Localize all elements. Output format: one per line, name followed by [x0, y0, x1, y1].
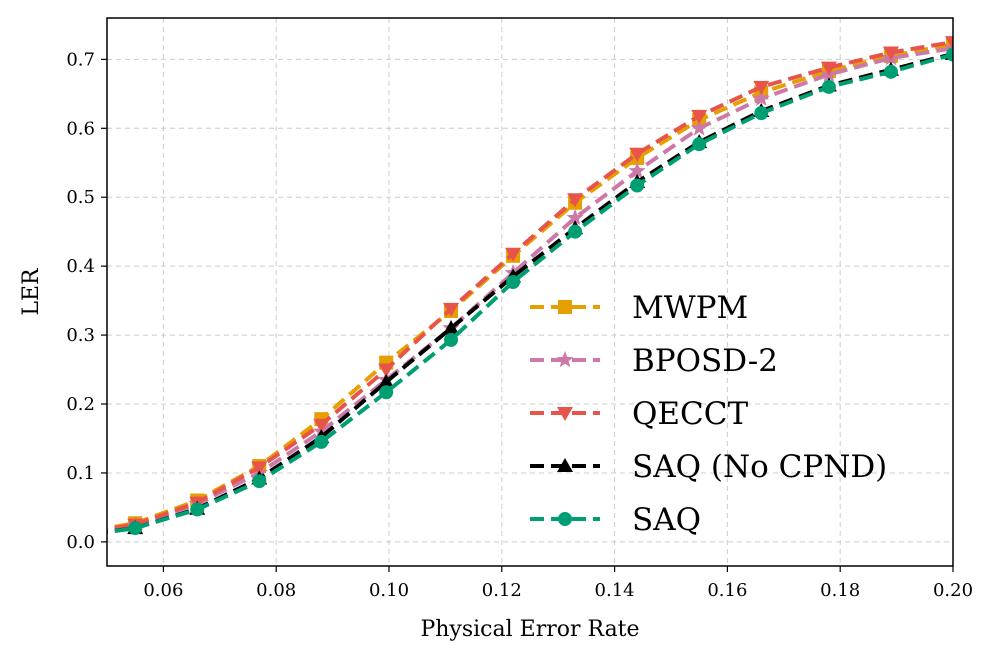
data-point	[190, 502, 205, 517]
y-axis: 0.0 0.1 0.2 0.3 0.4 0.5 0.6 0.7	[66, 49, 107, 553]
data-point	[753, 80, 770, 95]
legend-marker	[556, 351, 574, 368]
data-point	[378, 373, 395, 388]
data-point	[314, 434, 329, 449]
data-point	[754, 106, 769, 121]
data-point	[946, 37, 953, 52]
legend-label: SAQ (No CPND)	[632, 449, 887, 485]
y-tick-label: 0.4	[66, 256, 95, 277]
data-point	[443, 302, 460, 317]
data-point	[691, 109, 708, 124]
y-axis-label: LER	[19, 267, 44, 316]
data-point	[379, 385, 394, 400]
legend: MWPM BPOSD-2 QECCT SAQ (No CPND) SAQ	[530, 290, 887, 538]
legend-label: BPOSD-2	[632, 343, 778, 379]
x-tick-label: 0.06	[143, 580, 183, 601]
legend-label: SAQ	[632, 502, 701, 538]
x-tick-label: 0.08	[256, 580, 296, 601]
legend-marker	[557, 407, 573, 421]
y-tick-label: 0.0	[66, 532, 95, 553]
data-point	[692, 137, 707, 152]
y-tick-label: 0.1	[66, 463, 95, 484]
data-point	[883, 64, 898, 79]
data-point	[252, 474, 267, 489]
data-point	[128, 521, 143, 536]
x-tick-label: 0.16	[707, 580, 747, 601]
legend-marker	[558, 512, 572, 526]
legend-item: MWPM	[530, 290, 748, 326]
data-point	[690, 119, 708, 136]
data-point	[945, 36, 953, 51]
series-layer	[107, 36, 953, 536]
y-tick-label: 0.2	[66, 394, 95, 415]
legend-marker	[558, 300, 572, 314]
data-point	[628, 162, 646, 179]
plot-frame	[106, 17, 954, 567]
y-tick-label: 0.7	[66, 49, 95, 70]
data-point	[752, 89, 770, 106]
data-point	[251, 461, 268, 476]
series-line	[107, 52, 953, 535]
data-point	[506, 275, 521, 290]
x-tick-label: 0.14	[595, 580, 635, 601]
data-point	[566, 208, 584, 226]
data-point	[313, 418, 330, 433]
legend-item: SAQ	[530, 502, 701, 538]
data-point	[443, 320, 460, 335]
x-axis-label: Physical Error Rate	[420, 617, 639, 642]
series-line	[107, 46, 953, 532]
data-point	[630, 178, 645, 193]
legend-label: QECCT	[632, 396, 748, 432]
data-point	[882, 46, 899, 61]
data-point	[378, 363, 395, 378]
data-point	[821, 79, 836, 94]
x-axis: 0.06 0.08 0.10 0.12 0.14 0.16 0.18 0.20	[143, 566, 973, 601]
y-tick-label: 0.3	[66, 325, 95, 346]
x-tick-label: 0.20	[933, 580, 973, 601]
x-tick-label: 0.18	[820, 580, 860, 601]
data-point	[444, 332, 459, 347]
data-point	[946, 47, 953, 62]
y-tick-label: 0.5	[66, 187, 95, 208]
series-4	[107, 47, 953, 536]
x-tick-label: 0.10	[369, 580, 409, 601]
legend-marker	[557, 458, 573, 472]
data-point	[567, 193, 584, 208]
data-point	[568, 224, 583, 239]
legend-item: BPOSD-2	[530, 343, 778, 379]
data-point	[629, 147, 646, 162]
data-point	[820, 61, 837, 76]
y-tick-label: 0.6	[66, 118, 95, 139]
legend-label: MWPM	[632, 290, 748, 326]
legend-item: SAQ (No CPND)	[530, 449, 887, 485]
data-point	[505, 247, 522, 262]
x-tick-label: 0.12	[482, 580, 522, 601]
legend-item: QECCT	[530, 396, 748, 432]
